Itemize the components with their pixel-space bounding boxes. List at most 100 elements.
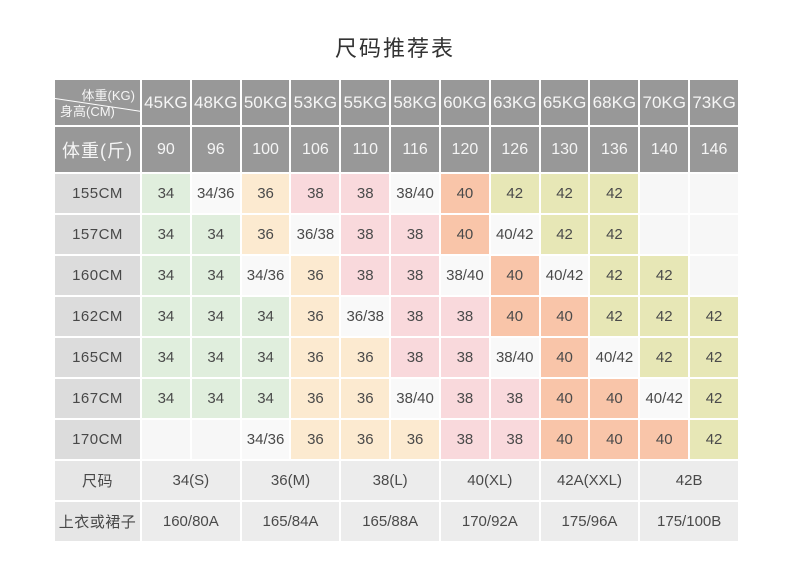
- weight-jin-cell: 136: [590, 127, 639, 172]
- size-cell: [690, 256, 738, 295]
- size-cell: 42: [690, 338, 738, 377]
- size-cell: 38: [391, 256, 439, 295]
- size-cell: 34: [142, 297, 190, 336]
- garment-spec-cell: 165/88A: [341, 502, 439, 541]
- garment-spec-cell: 175/96A: [540, 502, 639, 541]
- size-group-cell: 38(L): [341, 461, 439, 500]
- size-group-cell: 42A(XXL): [540, 461, 639, 500]
- page-title: 尺码推荐表: [334, 36, 455, 61]
- size-cell: 36: [241, 174, 290, 213]
- size-cell: 42: [640, 338, 689, 377]
- size-group-cell: 42B: [640, 461, 738, 500]
- size-cell: 42: [590, 215, 639, 254]
- size-cell: 34: [191, 338, 240, 377]
- weight-jin-label: 体重(斤): [55, 127, 140, 172]
- weight-jin-cell: 116: [391, 127, 439, 172]
- weight-jin-cell: 140: [640, 127, 689, 172]
- size-cell: 38: [440, 297, 489, 336]
- weight-kg-header-cell: 70KG: [640, 80, 689, 125]
- size-row-label: 尺码: [55, 461, 140, 500]
- size-cell: 36: [341, 379, 390, 418]
- size-cell: 40: [440, 215, 489, 254]
- weight-kg-header-cell: 55KG: [341, 80, 390, 125]
- size-cell: 36: [341, 338, 390, 377]
- size-cell: 36: [341, 420, 390, 459]
- size-cell: 36: [291, 338, 340, 377]
- size-cell: 36: [291, 420, 340, 459]
- weight-kg-header-cell: 65KG: [540, 80, 589, 125]
- size-cell: 38: [291, 174, 340, 213]
- size-cell: 36: [291, 256, 340, 295]
- weight-jin-cell: 96: [191, 127, 240, 172]
- size-cell: 36/38: [341, 297, 390, 336]
- size-cell: 40: [490, 297, 539, 336]
- size-cell: 40/42: [540, 256, 589, 295]
- size-cell: [191, 420, 240, 459]
- size-cell: 34/36: [191, 174, 240, 213]
- size-cell: 40: [540, 420, 589, 459]
- corner-header-cell: 体重(KG) 身高(CM): [55, 80, 140, 125]
- size-cell: 40: [540, 379, 589, 418]
- height-row-label: 170CM: [55, 420, 140, 459]
- corner-height-label: 身高(CM): [60, 104, 115, 119]
- size-group-cell: 40(XL): [440, 461, 539, 500]
- size-group-cell: 36(M): [241, 461, 340, 500]
- size-cell: 34: [142, 174, 190, 213]
- weight-kg-header-cell: 50KG: [241, 80, 290, 125]
- weight-kg-header-cell: 63KG: [490, 80, 539, 125]
- size-cell: 42: [640, 297, 689, 336]
- size-cell: 34: [142, 215, 190, 254]
- height-row-label: 160CM: [55, 256, 140, 295]
- weight-kg-header-cell: 45KG: [142, 80, 190, 125]
- size-cell: 36: [241, 215, 290, 254]
- size-cell: 38: [391, 215, 439, 254]
- size-cell: 38: [440, 420, 489, 459]
- weight-kg-header-cell: 53KG: [291, 80, 340, 125]
- garment-spec-cell: 170/92A: [440, 502, 539, 541]
- size-cell: 38/40: [391, 379, 439, 418]
- size-cell: 34: [241, 297, 290, 336]
- size-cell: [690, 215, 738, 254]
- weight-kg-header-cell: 73KG: [690, 80, 738, 125]
- size-cell: 36: [391, 420, 439, 459]
- size-cell: 34/36: [241, 420, 290, 459]
- garment-spec-cell: 175/100B: [640, 502, 738, 541]
- weight-kg-header-cell: 58KG: [391, 80, 439, 125]
- size-table: 体重(KG) 身高(CM) 45KG 48KG 50KG 53KG 55KG 58KG 60…: [55, 80, 738, 541]
- size-cell: 38: [440, 379, 489, 418]
- size-cell: [640, 215, 689, 254]
- height-row-label: 162CM: [55, 297, 140, 336]
- size-cell: 38/40: [440, 256, 489, 295]
- size-cell: 34: [191, 297, 240, 336]
- size-cell: 40: [540, 338, 589, 377]
- size-cell: 34: [142, 338, 190, 377]
- size-cell: 38: [391, 297, 439, 336]
- size-group-cell: 34(S): [142, 461, 240, 500]
- garment-spec-cell: 165/84A: [241, 502, 340, 541]
- size-cell: 42: [490, 174, 539, 213]
- corner-weight-label: 体重(KG): [81, 88, 135, 103]
- size-cell: 34: [142, 256, 190, 295]
- size-cell: 38: [341, 215, 390, 254]
- size-cell: 40/42: [490, 215, 539, 254]
- size-cell: 42: [590, 297, 639, 336]
- garment-spec-cell: 160/80A: [142, 502, 240, 541]
- size-cell: 40/42: [640, 379, 689, 418]
- size-cell: 34: [241, 338, 290, 377]
- size-cell: 34: [191, 256, 240, 295]
- size-cell: 34: [191, 215, 240, 254]
- size-cell: 42: [690, 420, 738, 459]
- height-row-label: 157CM: [55, 215, 140, 254]
- weight-jin-cell: 120: [440, 127, 489, 172]
- size-cell: 36/38: [291, 215, 340, 254]
- size-cell: 40: [590, 379, 639, 418]
- weight-kg-header-cell: 48KG: [191, 80, 240, 125]
- weight-jin-cell: 130: [540, 127, 589, 172]
- size-cell: 42: [590, 256, 639, 295]
- size-cell: 34/36: [241, 256, 290, 295]
- weight-jin-cell: 100: [241, 127, 290, 172]
- size-cell: 34: [191, 379, 240, 418]
- height-row-label: 167CM: [55, 379, 140, 418]
- garment-row-label: 上衣或裙子: [55, 502, 140, 541]
- weight-jin-cell: 146: [690, 127, 738, 172]
